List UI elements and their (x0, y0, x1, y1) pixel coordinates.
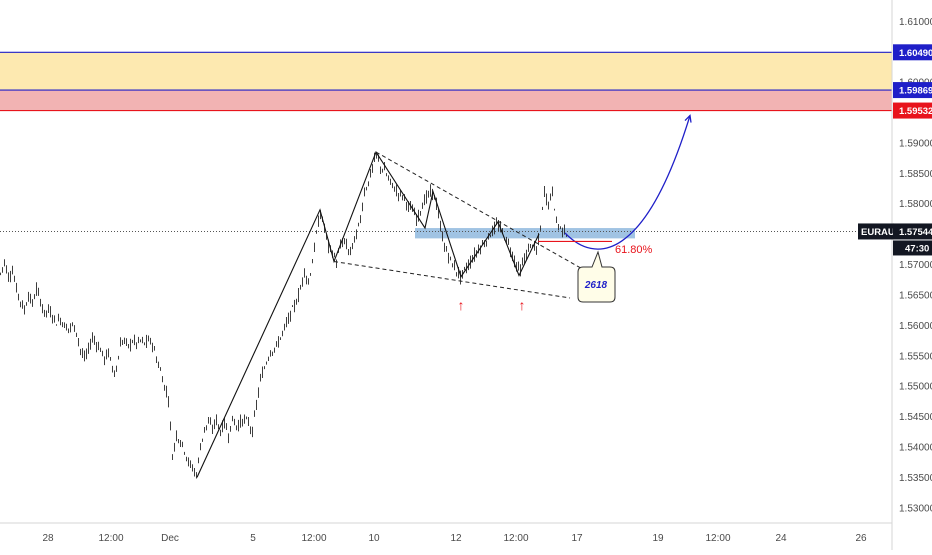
last-price-badge (893, 223, 932, 240)
up-arrow-marker-2: ↑ (519, 297, 526, 313)
channel-line-2[interactable] (333, 261, 571, 299)
countdown-badge (893, 240, 932, 256)
level-3-badge (893, 102, 932, 119)
wave-callout-box (577, 250, 616, 303)
countdown-text: 47:30 (905, 243, 929, 254)
zones-layer (0, 52, 892, 239)
price-tick-label: 1.57000 (899, 260, 932, 271)
time-tick-label: Dec (161, 533, 179, 544)
wave-callout: 2618 (577, 250, 616, 303)
level-3-badge-text: 1.59532 (899, 106, 932, 117)
time-tick-label: 26 (855, 533, 867, 544)
time-axis[interactable]: 28 12:00 Dec 5 12:00 10 12 12:00 17 19 12:00 24 26 (42, 533, 867, 544)
price-tick-label: 1.58500 (899, 169, 932, 180)
symbol-badge (858, 223, 894, 240)
price-tick-label: 1.58000 (899, 199, 932, 210)
time-tick-label: 24 (775, 533, 787, 544)
price-tick-label: 1.56000 (899, 321, 932, 332)
time-tick-label: 10 (368, 533, 380, 544)
symbol-badge-text: EURAUD (861, 227, 902, 238)
time-tick-label: 12:00 (301, 533, 326, 544)
level-1-badge-text: 1.60490 (899, 48, 932, 59)
price-tick-label: 1.55000 (899, 382, 932, 393)
price-tick-label: 1.59000 (899, 138, 932, 149)
time-tick-label: 12 (450, 533, 462, 544)
level-2-badge (893, 82, 932, 99)
time-tick-label: 12:00 (503, 533, 528, 544)
wave-line-1[interactable] (196, 150, 540, 478)
projection-curve[interactable] (564, 115, 691, 250)
price-tick-label: 1.56500 (899, 290, 932, 301)
lines-layer (196, 114, 692, 478)
zone-2 (0, 90, 892, 111)
time-tick-label: 12:00 (705, 533, 730, 544)
projection-arrowhead (684, 114, 692, 123)
time-tick-label: 28 (42, 533, 54, 544)
price-tick-label: 1.53500 (899, 473, 932, 484)
zone-1 (0, 52, 892, 91)
price-tick-label: 1.55500 (899, 351, 932, 362)
time-tick-label: 19 (652, 533, 664, 544)
zone-3 (415, 228, 635, 239)
level-1-badge (893, 44, 932, 61)
price-tick-label: 1.53000 (899, 503, 932, 514)
price-tick-label: 1.61000 (899, 17, 932, 28)
fib-label: 61.80% (615, 244, 653, 256)
time-tick-label: 12:00 (98, 533, 123, 544)
time-tick-label: 17 (571, 533, 583, 544)
level-2-badge-text: 1.59869 (899, 86, 932, 97)
fib-annotation: 61.80% (538, 240, 653, 256)
wave-label: 2618 (584, 280, 608, 291)
levels-layer (0, 51, 892, 112)
up-arrow-marker-1: ↑ (458, 297, 465, 313)
time-tick-label: 5 (250, 533, 256, 544)
price-tick-label: 1.54000 (899, 442, 932, 453)
last-price-badge-text: 1.57544 (899, 227, 932, 238)
price-tick-label: 1.54500 (899, 412, 932, 423)
